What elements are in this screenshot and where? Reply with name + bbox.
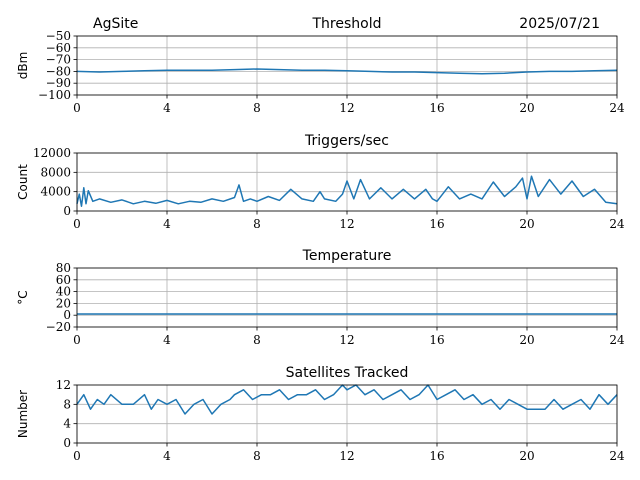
y-tick-label: −60 [46,41,71,55]
y-tick-label: −20 [46,320,71,334]
subplot-4: 0 4 8 12 16 20 24 0 4 8 12 Satellites Tracked Number [16,365,625,463]
y-tick-label: 8000 [40,165,71,179]
y-axis-label: Count [16,164,30,200]
data-series-line [76,175,618,207]
y-tick-label: −50 [46,29,71,43]
y-tick-label: −80 [46,64,71,78]
y-tick-label: 60 [56,273,71,287]
x-tick-label: 0 [73,101,81,115]
y-tick-label: 12 [56,378,71,392]
subplots: 0 4 8 12 16 20 24 −100−90−80−70−60−50 Threshold d… [16,16,625,463]
x-tick-label: 8 [253,449,261,463]
y-tick-label: 4 [63,417,71,431]
x-tick-label: 4 [163,449,171,463]
subplot-2: 0 4 8 12 16 20 24 0 4000 8000 12000 Triggers/sec Cou… [16,133,625,231]
subplot-title: Triggers/sec [304,133,389,149]
x-tick-label: 24 [609,217,625,231]
y-tick-label: −70 [46,53,71,67]
x-tick-label: 0 [73,217,81,231]
subplot-title: Temperature [302,248,392,264]
data-series-line [76,68,618,75]
x-tick-label: 0 [73,333,81,347]
x-tick-label: 8 [253,217,261,231]
x-tick-label: 16 [429,449,444,463]
site-label: AgSite [93,16,138,32]
x-tick-label: 0 [73,449,81,463]
x-tick-label: 8 [253,101,261,115]
x-tick-label: 4 [163,333,171,347]
x-tick-label: 4 [163,217,171,231]
x-tick-label: 24 [609,449,625,463]
y-tick-label: 12000 [33,146,71,160]
x-tick-label: 12 [339,101,354,115]
x-tick-label: 20 [519,449,534,463]
y-tick-label: 8 [63,397,71,411]
x-tick-label: 16 [429,101,444,115]
subplot-title: Satellites Tracked [286,365,409,381]
date-label: 2025/07/21 [519,16,600,32]
y-tick-label: 20 [56,296,71,310]
x-tick-label: 8 [253,333,261,347]
y-tick-label: −100 [38,88,71,102]
y-tick-label: 80 [56,261,71,275]
subplot-1: 0 4 8 12 16 20 24 −100−90−80−70−60−50 Threshold d… [16,16,625,115]
y-axis-label: Number [16,390,30,438]
y-tick-label: 40 [56,285,71,299]
subplot-title: Threshold [312,16,382,32]
y-axis-label: dBm [16,52,30,80]
x-tick-label: 16 [429,333,444,347]
x-tick-label: 12 [339,333,354,347]
y-tick-label: 0 [63,204,71,218]
x-tick-label: 16 [429,217,444,231]
x-tick-label: 20 [519,333,534,347]
y-tick-label: −90 [46,76,71,90]
x-tick-label: 4 [163,101,171,115]
y-axis-label: °C [16,290,30,304]
y-tick-label: 0 [63,436,71,450]
x-tick-label: 12 [339,449,354,463]
x-tick-label: 24 [609,101,625,115]
y-tick-label: 4000 [40,185,71,199]
x-tick-label: 20 [519,101,534,115]
x-tick-label: 20 [519,217,534,231]
x-tick-label: 12 [339,217,354,231]
y-tick-label: 0 [63,308,71,322]
x-tick-label: 24 [609,333,625,347]
